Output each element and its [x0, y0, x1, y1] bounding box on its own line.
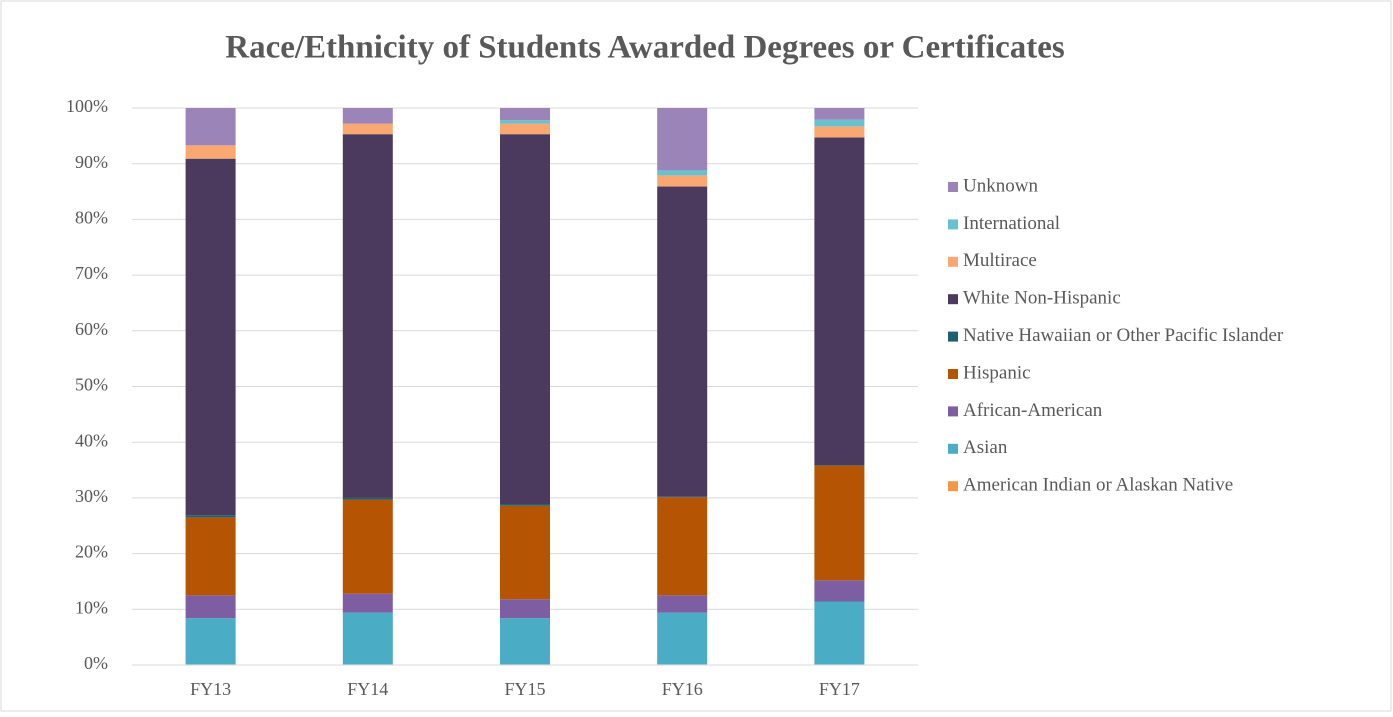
legend-swatch: [948, 369, 958, 379]
legend-label: African-American: [963, 400, 1103, 421]
bar-segment: [342, 499, 393, 594]
legend-label: Asian: [963, 437, 1008, 458]
bar-segment: [657, 497, 708, 596]
bar-segment: [657, 595, 708, 613]
bar-segment: [500, 120, 550, 124]
bar-segment: [657, 175, 708, 187]
bar-segment: [185, 618, 236, 665]
bar-segment: [500, 504, 550, 506]
legend-label: Native Hawaiian or Other Pacific Islande…: [963, 325, 1284, 346]
y-tick-label: 70%: [75, 263, 108, 283]
legend-swatch: [948, 182, 958, 192]
bar-segment: [657, 612, 708, 665]
bar-segment: [814, 465, 865, 581]
legend-swatch: [948, 443, 958, 454]
bar-segment: [500, 599, 550, 619]
bar-segment: [185, 515, 236, 518]
y-tick-label: 10%: [75, 597, 108, 617]
legend-swatch: [948, 294, 958, 305]
y-tick-label: 20%: [75, 542, 108, 562]
bar-segment: [814, 126, 865, 138]
legend-label: Multirace: [963, 250, 1037, 271]
x-tick-label: FY16: [662, 679, 703, 699]
bar-segment: [342, 593, 393, 613]
bar-segment: [814, 108, 865, 120]
legend-label: White Non-Hispanic: [963, 288, 1121, 309]
y-tick-label: 0%: [84, 653, 108, 673]
bar-segment: [185, 158, 236, 516]
bar-segment: [342, 108, 393, 124]
y-tick-label: 60%: [75, 319, 108, 339]
bar-segment: [500, 618, 550, 665]
y-tick-label: 90%: [75, 152, 108, 172]
legend-swatch: [948, 331, 958, 342]
x-tick-label: FY13: [190, 679, 231, 699]
x-tick-label: FY15: [504, 679, 545, 699]
legend-swatch: [948, 256, 958, 267]
y-tick-label: 30%: [75, 486, 108, 506]
bar-segment: [657, 496, 708, 498]
y-tick-label: 50%: [75, 375, 108, 395]
bar-segment: [814, 119, 865, 127]
bar-segment: [500, 123, 550, 135]
legend-label: International: [963, 213, 1060, 234]
bar-segment: [657, 186, 708, 497]
bar-segment: [500, 108, 550, 121]
bar-segment: [657, 108, 708, 171]
legend-label: American Indian or Alaskan Native: [963, 475, 1233, 496]
bar-segment: [185, 108, 236, 146]
chart-title: Race/Ethnicity of Students Awarded Degre…: [225, 30, 1065, 66]
legend-label: Unknown: [963, 175, 1038, 196]
x-tick-label: FY14: [347, 679, 388, 699]
y-tick-label: 100%: [66, 96, 108, 116]
bar-segment: [185, 517, 236, 596]
x-tick-label: FY17: [819, 679, 860, 699]
y-tick-label: 80%: [75, 208, 108, 228]
bar-segment: [814, 137, 865, 466]
bar-segment: [814, 580, 865, 602]
bar-segment: [342, 497, 393, 500]
y-tick-label: 40%: [75, 430, 108, 450]
legend-swatch: [948, 406, 958, 417]
bar-segment: [814, 601, 865, 665]
bar-segment: [342, 123, 393, 135]
bar-segment: [814, 465, 865, 466]
bar-segment: [500, 134, 550, 505]
legend-swatch: [948, 481, 958, 492]
legend-label: Hispanic: [963, 362, 1031, 383]
bar-segment: [342, 134, 393, 498]
bar-segment: [185, 595, 236, 619]
legend-swatch: [948, 219, 958, 230]
bar-segment: [342, 612, 393, 665]
bar-segment: [185, 145, 236, 159]
bar-segment: [500, 505, 550, 600]
bar-segment: [657, 170, 708, 176]
